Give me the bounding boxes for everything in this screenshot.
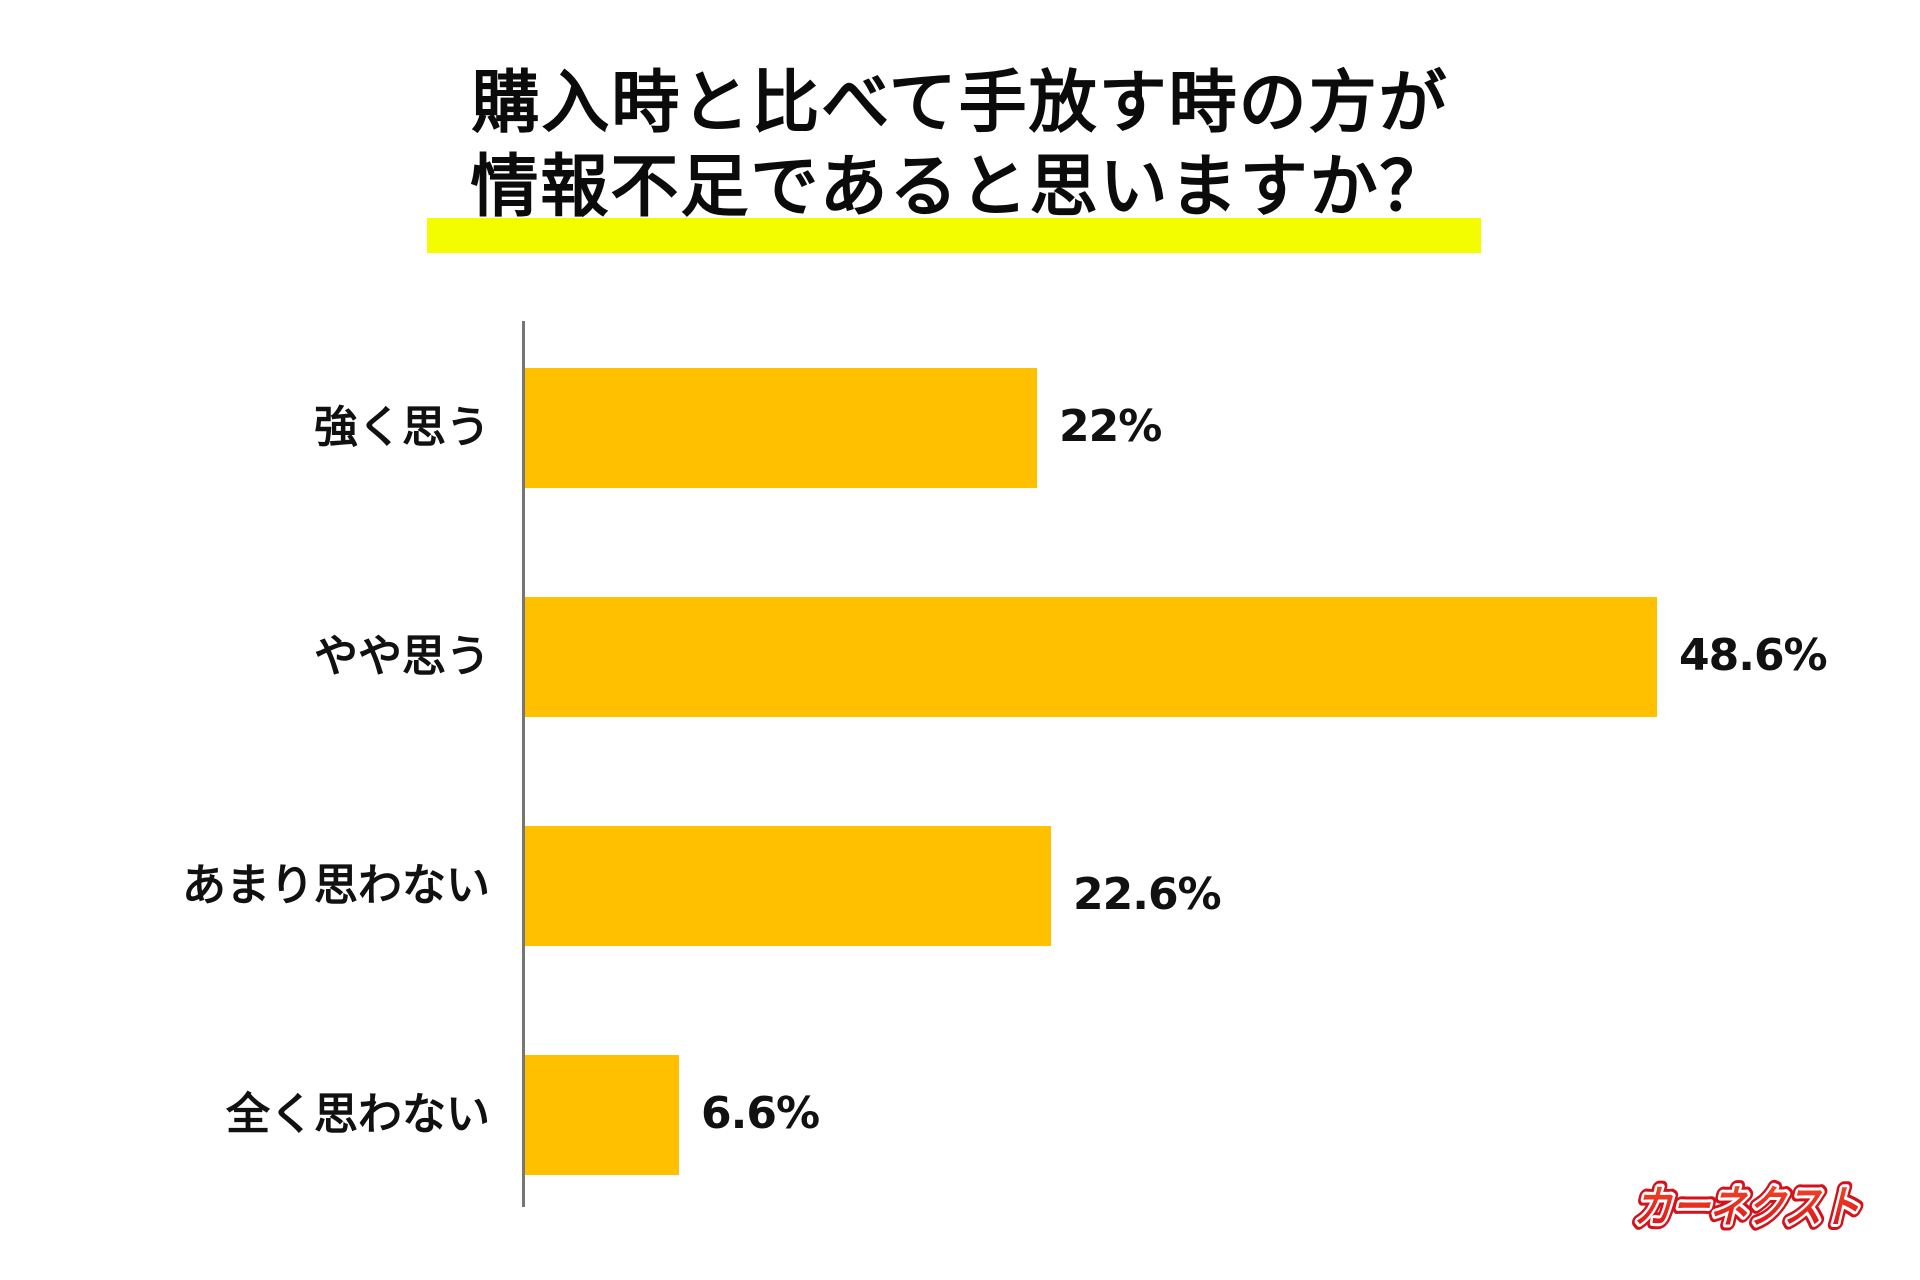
bar (525, 826, 1051, 946)
category-label: 強く思う (314, 402, 490, 453)
title-line-1: 購入時と比べて手放す時の方が (471, 64, 1449, 143)
value-label: 22% (1059, 401, 1162, 452)
title-line-2: 情報不足であると思いますか？ (470, 148, 1450, 227)
svg-text:カーネクスト: カーネクスト (1631, 1182, 1870, 1233)
svg-text:カーネクスト: カーネクスト (1631, 1182, 1870, 1233)
title-highlight (427, 218, 1481, 253)
chart-title: 購入時と比べて手放す時の方が 情報不足であると思いますか？ (380, 62, 1540, 230)
value-label: 6.6% (701, 1088, 820, 1139)
value-label: 22.6% (1073, 869, 1222, 920)
bar (525, 368, 1037, 488)
category-label: 全く思わない (226, 1089, 490, 1140)
value-label: 48.6% (1679, 630, 1828, 681)
bar (525, 1055, 679, 1175)
svg-text:カーネクスト: カーネクスト (1631, 1182, 1870, 1233)
category-label: やや思う (314, 631, 490, 682)
bar (525, 597, 1657, 717)
carnext-logo: カーネクスト カーネクスト カーネクスト (1628, 1176, 1873, 1238)
category-label: あまり思わない (182, 860, 490, 911)
y-axis-line (522, 321, 525, 1207)
